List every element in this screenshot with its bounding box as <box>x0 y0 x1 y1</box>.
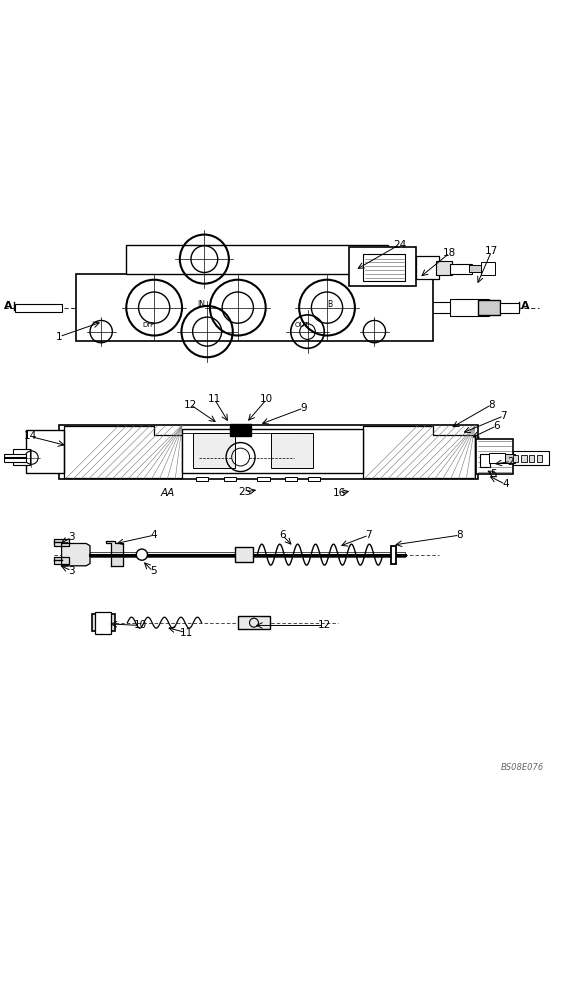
Text: DrP: DrP <box>143 322 155 328</box>
Bar <box>54 557 69 564</box>
Bar <box>469 265 482 272</box>
Bar <box>537 455 542 462</box>
Text: 2: 2 <box>508 457 514 467</box>
Bar <box>436 261 452 275</box>
Bar <box>238 616 270 629</box>
Bar <box>26 430 64 473</box>
Text: 3: 3 <box>68 566 75 576</box>
Bar <box>15 304 62 312</box>
Text: 12: 12 <box>184 400 197 410</box>
Text: 24: 24 <box>393 240 406 250</box>
Text: A: A <box>4 301 12 311</box>
Text: 16: 16 <box>333 488 346 498</box>
Text: 10: 10 <box>260 394 274 404</box>
Bar <box>92 614 115 631</box>
Bar <box>513 451 549 465</box>
Bar <box>59 425 478 479</box>
Polygon shape <box>363 426 475 478</box>
Circle shape <box>136 549 147 560</box>
Text: 17: 17 <box>485 246 498 256</box>
Bar <box>450 264 472 274</box>
Text: 8: 8 <box>488 400 495 410</box>
Text: 1: 1 <box>56 332 63 342</box>
Text: 7: 7 <box>500 411 507 421</box>
Bar <box>391 546 396 564</box>
Text: IN: IN <box>197 300 205 309</box>
Bar <box>521 455 527 462</box>
Bar <box>182 429 363 473</box>
Bar <box>12 449 30 465</box>
Text: 11: 11 <box>208 394 221 404</box>
Bar <box>224 477 236 481</box>
Text: 5: 5 <box>149 566 156 576</box>
Text: 9: 9 <box>300 403 307 413</box>
Bar <box>193 433 235 468</box>
Bar <box>480 454 490 467</box>
Bar <box>54 539 69 546</box>
Text: 10: 10 <box>134 620 147 630</box>
Bar <box>500 303 519 313</box>
Text: OUT: OUT <box>294 322 309 328</box>
Bar <box>230 424 251 436</box>
Bar <box>450 299 489 316</box>
Text: 8: 8 <box>456 530 463 540</box>
Text: 6: 6 <box>494 421 500 431</box>
Bar <box>307 477 320 481</box>
Text: 6: 6 <box>279 530 286 540</box>
Text: 14: 14 <box>24 431 37 441</box>
Bar <box>477 439 513 474</box>
Text: BS08E076: BS08E076 <box>501 763 544 772</box>
Bar <box>481 262 495 275</box>
Bar <box>513 455 518 462</box>
Text: 25: 25 <box>239 487 252 497</box>
Polygon shape <box>61 543 90 566</box>
Bar <box>271 433 313 468</box>
Text: A: A <box>521 301 529 311</box>
Text: 4: 4 <box>502 479 509 489</box>
Bar <box>428 302 500 313</box>
Bar <box>95 612 111 634</box>
Text: B: B <box>327 300 332 309</box>
Text: 4: 4 <box>151 530 157 540</box>
Bar <box>489 453 505 463</box>
Bar <box>90 552 405 557</box>
Bar <box>285 477 297 481</box>
Polygon shape <box>105 541 124 566</box>
Bar <box>349 247 416 286</box>
Bar <box>501 454 515 463</box>
Text: 11: 11 <box>180 628 193 638</box>
Bar <box>3 454 26 462</box>
Bar <box>363 254 405 281</box>
Text: 5: 5 <box>490 469 496 479</box>
Text: AA: AA <box>161 488 175 498</box>
Text: 7: 7 <box>365 530 372 540</box>
Bar <box>529 455 535 462</box>
Text: 18: 18 <box>443 248 456 258</box>
Bar <box>416 256 439 279</box>
Bar <box>196 477 208 481</box>
Text: 3: 3 <box>68 532 75 542</box>
Bar <box>126 245 389 274</box>
Bar <box>478 300 500 315</box>
Text: 12: 12 <box>318 620 331 630</box>
Bar <box>235 547 253 562</box>
Bar <box>76 274 433 341</box>
Polygon shape <box>64 426 182 478</box>
Bar <box>257 477 270 481</box>
